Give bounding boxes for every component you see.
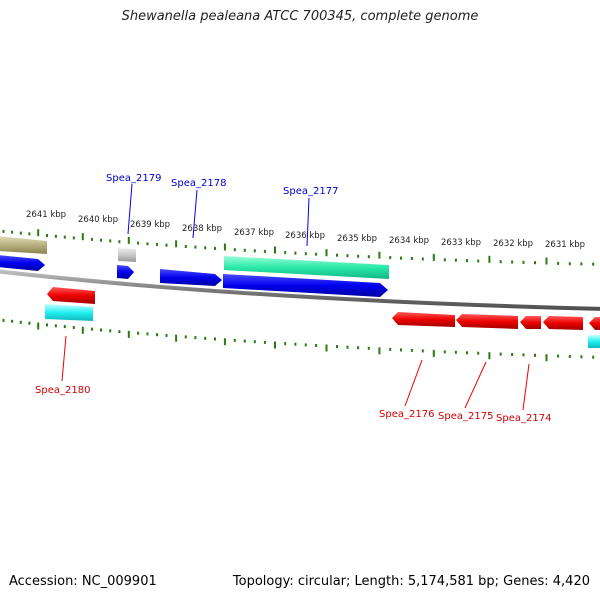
callout-line [522,363,530,411]
gray-feature [118,248,136,262]
callout-line [127,183,133,235]
ruler-label: 2632 kbp [493,239,533,249]
reverse-cds-spea-2174 [543,316,583,330]
callout-line [464,361,487,409]
ruler-label: 2638 kbp [182,224,222,234]
gene-label-spea-2177: Spea_2177 [283,186,338,197]
callout-line [192,189,198,239]
reverse-cds-track [47,287,600,330]
gene-callouts [61,183,530,411]
reverse-cds-edge [589,317,600,330]
gene-label-spea-2176: Spea_2176 [379,409,434,420]
feature-track-outer [0,236,389,279]
ruler-label: 2633 kbp [441,238,481,248]
callout-line [61,335,67,382]
forward-cds-track [0,255,388,297]
ruler-label: 2640 kbp [78,215,118,225]
forward-cds-spea-2179 [117,265,134,279]
gene-label-spea-2178: Spea_2178 [171,178,226,189]
gene-label-spea-2180: Spea_2180 [35,385,90,396]
ruler-ticks-inner [2,318,595,362]
forward-cds-spea-2178 [160,269,222,286]
callout-line [404,359,423,407]
cyan-feature [45,304,93,321]
gene-label-spea-2179: Spea_2179 [106,173,161,184]
forward-cds-spea-2177 [223,274,388,297]
gene-labels: Spea_2179 Spea_2178 Spea_2177 Spea_2180 … [35,173,551,424]
ruler-labels: 2641 kbp 2640 kbp 2639 kbp 2638 kbp 2637… [26,210,585,250]
reverse-cds-spea-2175 [456,314,518,329]
ruler-label: 2635 kbp [337,234,377,244]
reverse-cds-spea-2180 [47,287,95,304]
green-feature-spea-2177 [224,256,389,279]
ruler-label: 2637 kbp [234,228,274,238]
map-title: Shewanella pealeana ATCC 700345, complet… [121,9,479,24]
olive-feature [0,236,47,254]
ruler-ticks-outer [2,229,595,266]
cyan-feature-edge [588,335,600,348]
reverse-cds-spea-2176 [392,312,455,327]
genome-summary-text: Topology: circular; Length: 5,174,581 bp… [232,574,590,589]
ruler-label: 2636 kbp [285,231,325,241]
reverse-cds-spea-2174a [520,316,541,329]
accession-text: Accession: NC_009901 [9,574,157,589]
genome-backbone [0,269,600,311]
gene-label-spea-2174: Spea_2174 [496,413,551,424]
gene-label-spea-2175: Spea_2175 [438,411,493,422]
callout-line [306,197,310,247]
ruler-label: 2639 kbp [130,220,170,230]
feature-track-inner [45,304,600,348]
ruler-label: 2634 kbp [389,236,429,246]
ruler-label: 2641 kbp [26,210,66,220]
ruler-label: 2631 kbp [545,240,585,250]
forward-cds-arrow [0,255,45,271]
